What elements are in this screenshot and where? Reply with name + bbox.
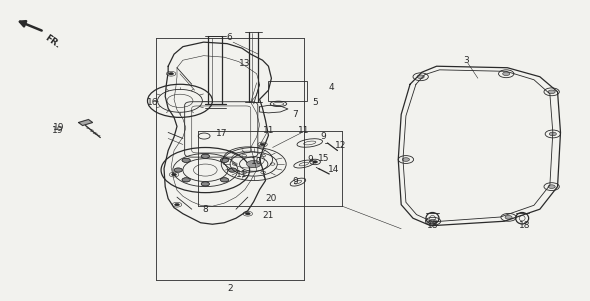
Text: 8: 8	[202, 205, 208, 214]
Text: 9: 9	[292, 177, 298, 186]
Text: 6: 6	[226, 33, 232, 42]
Text: 9: 9	[307, 155, 313, 164]
Circle shape	[503, 72, 510, 76]
Circle shape	[182, 178, 190, 182]
Text: 19: 19	[52, 126, 64, 135]
Text: 17: 17	[215, 129, 227, 138]
Text: 3: 3	[463, 56, 469, 65]
Circle shape	[221, 158, 229, 162]
Text: 10: 10	[251, 157, 263, 166]
Text: 19: 19	[53, 123, 65, 132]
Text: 9: 9	[320, 132, 326, 141]
Circle shape	[201, 182, 209, 186]
Text: 11: 11	[263, 126, 274, 135]
Text: 20: 20	[266, 194, 277, 203]
Text: 7: 7	[292, 110, 298, 119]
Circle shape	[169, 73, 173, 75]
Circle shape	[172, 173, 176, 176]
Text: 18: 18	[427, 221, 438, 230]
Text: 14: 14	[327, 165, 339, 174]
Circle shape	[174, 168, 182, 172]
Text: 2: 2	[227, 284, 233, 293]
Circle shape	[549, 132, 556, 136]
Circle shape	[548, 90, 555, 94]
Circle shape	[201, 154, 209, 158]
Circle shape	[228, 168, 237, 172]
Text: 15: 15	[317, 154, 329, 163]
Text: 5: 5	[313, 98, 319, 107]
Circle shape	[175, 203, 179, 206]
Circle shape	[260, 143, 265, 146]
Bar	[268, 81, 307, 101]
Text: 13: 13	[239, 59, 251, 68]
Circle shape	[221, 178, 229, 182]
Text: 4: 4	[329, 83, 335, 92]
Text: FR.: FR.	[43, 33, 62, 50]
Polygon shape	[78, 119, 93, 126]
Circle shape	[182, 158, 190, 162]
Text: 11: 11	[236, 170, 248, 179]
Text: 11: 11	[298, 126, 310, 135]
Circle shape	[313, 161, 317, 163]
Text: 18: 18	[519, 221, 531, 230]
Circle shape	[505, 216, 512, 219]
Text: 16: 16	[146, 98, 158, 107]
Text: 12: 12	[335, 141, 347, 150]
Circle shape	[245, 213, 250, 215]
Circle shape	[430, 219, 437, 223]
Circle shape	[247, 160, 261, 168]
Circle shape	[402, 158, 409, 161]
Circle shape	[417, 75, 424, 79]
Circle shape	[548, 185, 555, 188]
Text: 21: 21	[263, 211, 274, 220]
